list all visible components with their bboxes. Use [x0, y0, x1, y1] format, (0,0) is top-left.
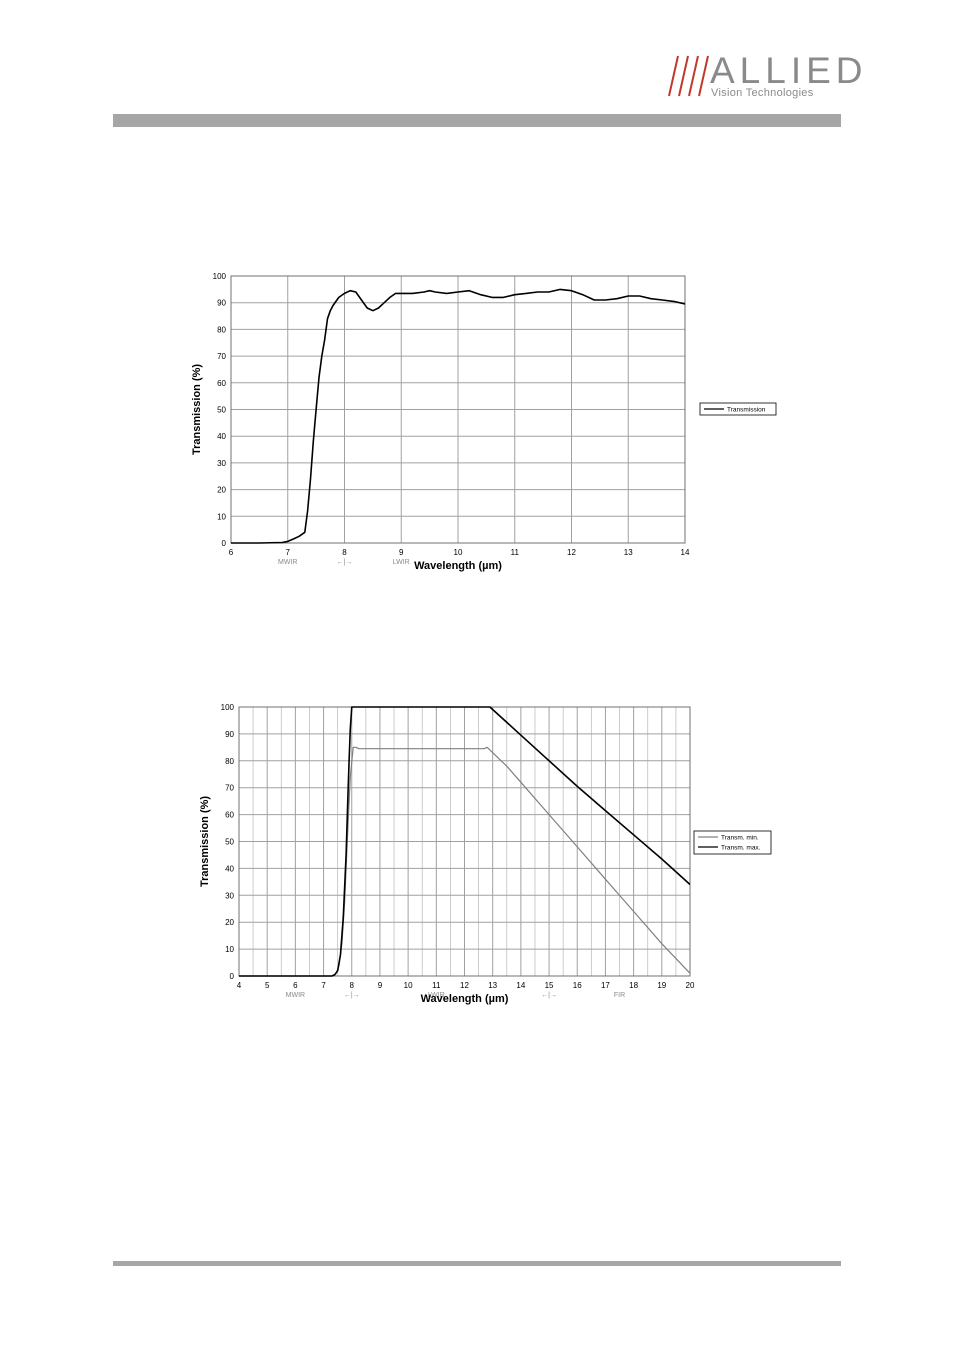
- y-tick-label: 50: [225, 838, 234, 847]
- x-tick-label: 8: [350, 981, 355, 990]
- y-tick-label: 40: [225, 864, 234, 873]
- legend-label: Transmission: [727, 407, 766, 414]
- legend-box: [699, 402, 777, 416]
- band-label: LWIR: [428, 992, 445, 999]
- band-label: LWIR: [393, 559, 410, 566]
- x-tick-label: 10: [404, 981, 413, 990]
- y-tick-label: 80: [217, 325, 226, 334]
- x-tick-label: 7: [321, 981, 326, 990]
- y-tick-label: 40: [217, 432, 226, 441]
- x-tick-label: 13: [624, 548, 633, 557]
- y-tick-label: 100: [213, 272, 227, 281]
- y-tick-label: 80: [225, 757, 234, 766]
- x-axis-title: Wavelength (µm): [414, 560, 502, 572]
- y-axis-title: Transmission (%): [191, 364, 203, 455]
- y-tick-label: 60: [217, 379, 226, 388]
- band-label: MWIR: [286, 992, 305, 999]
- y-tick-label: 30: [225, 891, 234, 900]
- y-tick-label: 30: [217, 459, 226, 468]
- y-tick-label: 60: [225, 811, 234, 820]
- series-line: [239, 706, 690, 977]
- x-tick-label: 19: [657, 981, 666, 990]
- y-tick-label: 10: [217, 512, 226, 521]
- logo-wordmark: ALLIED: [710, 50, 868, 91]
- band-label: ←|→: [344, 992, 360, 999]
- band-label: ←|→: [337, 559, 353, 566]
- x-tick-label: 9: [399, 548, 404, 557]
- x-tick-label: 11: [432, 981, 441, 990]
- y-tick-label: 20: [225, 918, 234, 927]
- x-tick-label: 8: [342, 548, 347, 557]
- x-axis-title: Wavelength (µm): [421, 993, 509, 1005]
- y-tick-label: 0: [230, 972, 235, 981]
- x-tick-label: 15: [545, 981, 554, 990]
- x-tick-label: 12: [460, 981, 469, 990]
- footer-divider-bar: [113, 1261, 841, 1266]
- x-tick-label: 5: [265, 981, 270, 990]
- x-tick-label: 10: [454, 548, 463, 557]
- y-tick-label: 90: [217, 299, 226, 308]
- x-tick-label: 7: [286, 548, 291, 557]
- legend-label: Transm. max.: [721, 845, 761, 852]
- y-tick-label: 20: [217, 486, 226, 495]
- logo-subtitle: Vision Technologies: [711, 87, 814, 99]
- x-tick-label: 20: [686, 981, 695, 990]
- x-tick-label: 12: [567, 548, 576, 557]
- y-tick-label: 10: [225, 945, 234, 954]
- x-tick-label: 9: [378, 981, 383, 990]
- y-tick-label: 70: [225, 784, 234, 793]
- x-tick-label: 17: [601, 981, 610, 990]
- x-tick-label: 14: [516, 981, 525, 990]
- series-line: [231, 288, 685, 544]
- y-axis-title: Transmission (%): [199, 796, 211, 887]
- y-tick-label: 100: [221, 703, 235, 712]
- x-tick-label: 16: [573, 981, 582, 990]
- legend-label: Transm. min.: [721, 835, 759, 842]
- transmission-chart-1: 0 10 20 30 40 50 60 70 80 90 100 6 7 8 9 10 11 12 13 14 MWIR…: [191, 272, 777, 572]
- y-tick-label: 70: [217, 352, 226, 361]
- x-tick-label: 18: [629, 981, 638, 990]
- y-tick-label: 90: [225, 730, 234, 739]
- y-tick-label: 0: [222, 539, 227, 548]
- band-label: ←|→: [541, 992, 557, 999]
- x-tick-label: 4: [237, 981, 242, 990]
- x-tick-label: 6: [293, 981, 298, 990]
- allied-logo: ALLIED Vision Technologies: [666, 52, 863, 102]
- x-tick-label: 13: [488, 981, 497, 990]
- x-tick-label: 6: [229, 548, 234, 557]
- x-tick-label: 11: [511, 548, 520, 557]
- band-label: MWIR: [278, 559, 297, 566]
- transmission-chart-2: 0 10 20 30 40 50 60 70 80 90 100 4 5 6 7 8 9 10 11 12 13 14 15…: [199, 703, 772, 1005]
- plot-frame: [230, 275, 686, 544]
- logo-stripes-icon: [668, 55, 709, 97]
- band-label: FIR: [614, 992, 625, 999]
- x-tick-label: 14: [681, 548, 690, 557]
- y-tick-label: 50: [217, 406, 226, 415]
- header-divider-bar: [113, 114, 841, 127]
